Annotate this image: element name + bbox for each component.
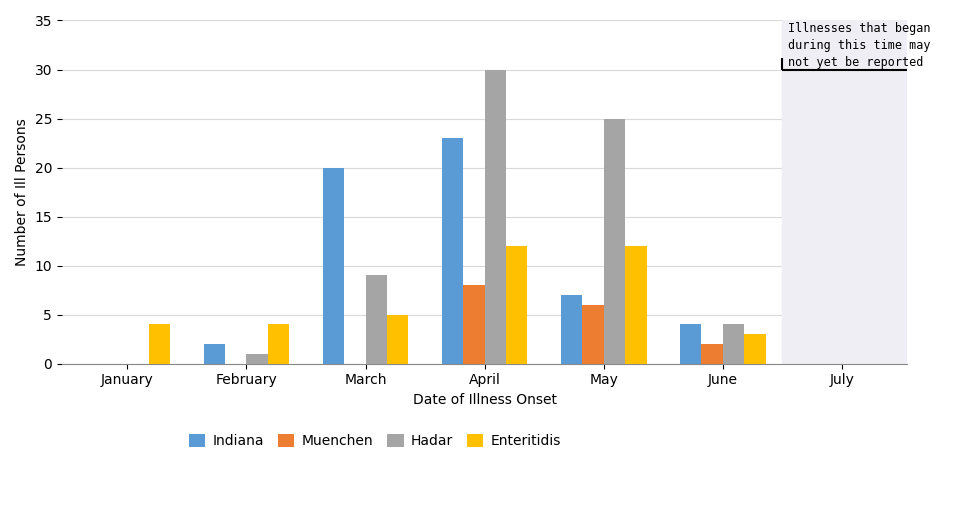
Bar xyxy=(463,285,485,364)
Bar xyxy=(323,168,344,364)
Bar xyxy=(680,324,702,364)
Bar xyxy=(702,344,723,364)
Bar xyxy=(204,344,225,364)
Bar xyxy=(782,21,960,364)
Text: Illnesses that began
during this time may
not yet be reported: Illnesses that began during this time ma… xyxy=(788,23,931,70)
Bar xyxy=(268,324,289,364)
Bar xyxy=(366,275,387,364)
Bar xyxy=(485,70,506,364)
Bar xyxy=(582,305,604,364)
Legend: Indiana, Muenchen, Hadar, Enteritidis: Indiana, Muenchen, Hadar, Enteritidis xyxy=(183,429,566,454)
Bar xyxy=(247,354,268,364)
Bar xyxy=(561,295,582,364)
Bar xyxy=(387,315,408,364)
Bar xyxy=(604,119,625,364)
Y-axis label: Number of Ill Persons: Number of Ill Persons xyxy=(15,118,29,266)
Bar xyxy=(744,334,765,364)
X-axis label: Date of Illness Onset: Date of Illness Onset xyxy=(413,393,557,407)
Bar xyxy=(723,324,744,364)
Bar xyxy=(625,246,646,364)
Bar xyxy=(442,138,463,364)
Bar xyxy=(149,324,170,364)
Bar xyxy=(506,246,527,364)
